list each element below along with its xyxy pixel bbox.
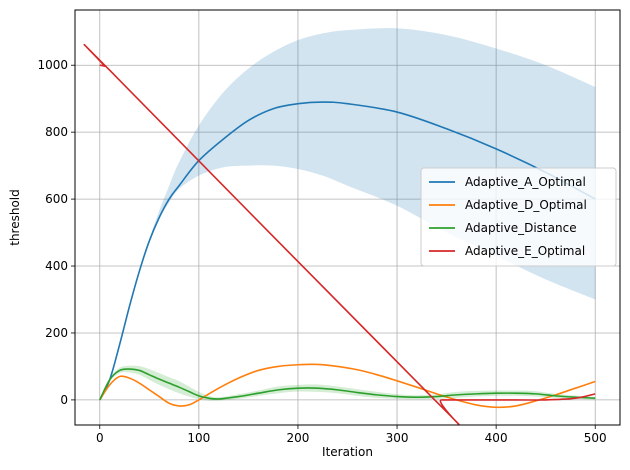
x-tick-label: 100 [187, 431, 210, 445]
series-lines [83, 44, 596, 426]
y-tick-label: 600 [45, 192, 68, 206]
y-tick-label: 0 [60, 393, 68, 407]
plot-frame [74, 9, 621, 426]
adaptive-a-optimal-band [99, 28, 596, 400]
x-axis-ticks: 0 100 200 300 400 500 [96, 425, 607, 445]
x-axis-label: Iteration [322, 445, 373, 459]
legend: Adaptive_A_Optimal Adaptive_D_Optimal Adap… [420, 167, 617, 267]
y-tick-label: 400 [45, 259, 68, 273]
x-tick-label: 400 [485, 431, 508, 445]
adaptive-distance-band [99, 365, 596, 401]
adaptive-d-optimal-line [99, 363, 596, 409]
legend-label-adaptive-d-optimal: Adaptive_D_Optimal [465, 198, 587, 212]
y-axis-label: threshold [8, 189, 22, 246]
legend-label-adaptive-e-optimal: Adaptive_E_Optimal [465, 244, 585, 258]
adaptive-distance-line [99, 368, 596, 401]
x-tick-label: 0 [96, 431, 104, 445]
y-tick-label: 200 [45, 326, 68, 340]
legend-box [420, 167, 617, 267]
x-tick-label: 500 [584, 431, 607, 445]
adaptive-a-optimal-line [99, 101, 596, 401]
legend-label-adaptive-distance: Adaptive_Distance [465, 221, 577, 235]
x-tick-label: 200 [287, 431, 310, 445]
legend-label-adaptive-a-optimal: Adaptive_A_Optimal [465, 175, 586, 189]
x-tick-label: 300 [386, 431, 409, 445]
confidence-bands [99, 28, 596, 401]
y-tick-label: 1000 [37, 58, 68, 72]
y-tick-label: 800 [45, 125, 68, 139]
adaptive-e-optimal-line [83, 44, 596, 426]
y-axis-ticks: 0 200 400 600 800 1000 [37, 58, 75, 407]
